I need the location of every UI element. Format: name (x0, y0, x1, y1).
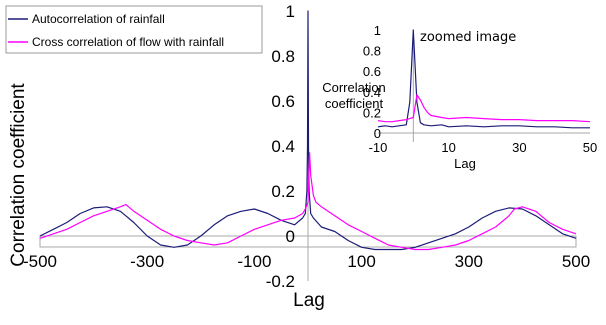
y-tick-label: 0.8 (271, 47, 295, 66)
inset-y-tick-label: 1 (374, 23, 381, 38)
inset-x-tick-label: -10 (369, 140, 388, 155)
x-tick-label: -100 (237, 252, 271, 271)
inset-x-tick-label: 50 (583, 140, 597, 155)
y-tick-label: 0.4 (271, 137, 295, 156)
y-tick-label: -0.2 (266, 272, 295, 291)
y-tick-label: 0.6 (271, 92, 295, 111)
x-axis-title: Lag (293, 290, 325, 311)
x-tick-label: 500 (562, 252, 590, 271)
inset-series-line-cross-correlation (377, 94, 591, 123)
inset-x-tick-label: 10 (441, 140, 455, 155)
series-line-autocorrelation (39, 10, 577, 251)
x-tick-label: -300 (130, 252, 164, 271)
x-tick-label: 100 (347, 252, 375, 271)
x-tick-label: 300 (455, 252, 483, 271)
inset-y-tick-label: 0.8 (363, 44, 381, 59)
x-tick-label: -500 (23, 252, 57, 271)
inset-x-axis-title: Lag (454, 156, 476, 171)
legend-label-autocorrelation: Autocorrelation of rainfall (32, 12, 165, 26)
inset-y-tick-label: 0 (374, 126, 381, 141)
legend-label-cross-correlation: Cross correlation of flow with rainfall (32, 35, 224, 49)
inset-x-tick-label: 30 (512, 140, 526, 155)
inset-plot: zoomed image Correlation coefficient Lag… (321, 20, 601, 171)
legend: Autocorrelation of rainfall Cross correl… (5, 5, 263, 54)
inset-title: zoomed image (420, 30, 516, 45)
inset-y-axis-title-line-2: coefficient (325, 96, 384, 111)
series-line-cross-correlation (39, 152, 577, 251)
legend-box (5, 5, 263, 54)
y-tick-label: 1 (286, 2, 295, 21)
inset-y-tick-label: 0.4 (363, 85, 381, 100)
y-axis-title: Correlation coefficient (8, 83, 29, 267)
y-tick-label: 0.2 (271, 182, 295, 201)
inset-box (321, 20, 601, 170)
inset-series-line-autocorrelation (377, 29, 590, 129)
inset-y-tick-label: 0.6 (363, 64, 381, 79)
inset-y-tick-label: 0.2 (363, 105, 381, 120)
y-tick-label: 0 (286, 227, 295, 246)
inset-y-axis-title-line-1: Correlation (322, 80, 386, 95)
